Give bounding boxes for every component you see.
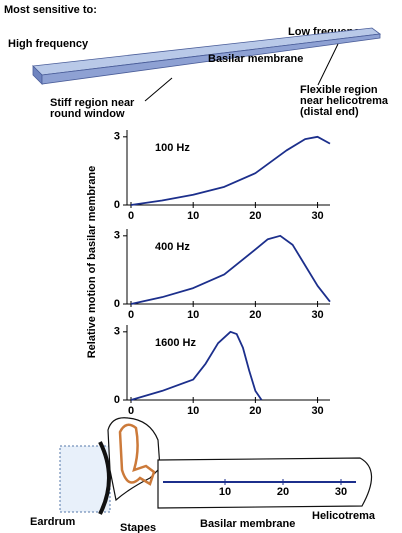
annotation: 100 Hz	[155, 142, 190, 154]
y-tick-label: 0	[114, 298, 120, 310]
title: Most sensitive to:	[4, 4, 97, 16]
cochlea	[60, 418, 372, 514]
outer-ear	[60, 446, 110, 512]
y-tick-label: 3	[114, 131, 120, 143]
stapes-label: Stapes	[120, 522, 156, 533]
x-tick-label: 30	[311, 405, 323, 417]
y-tick-label: 3	[114, 326, 120, 338]
annotation: 1600 Hz	[155, 337, 196, 349]
pointer	[318, 44, 338, 85]
x-tick-label: 20	[249, 405, 261, 417]
y-tick-label: 0	[114, 394, 120, 406]
eardrum-label: Eardrum	[30, 516, 75, 528]
membrane-name: Basilar membrane	[208, 53, 303, 65]
scale-label: 10	[219, 486, 231, 498]
membrane-label: Basilar membrane	[200, 518, 295, 530]
stiff-note: round window	[50, 108, 125, 120]
x-tick-label: 10	[187, 405, 199, 417]
left-label: High frequency	[8, 38, 89, 50]
figure: Most sensitive to: High frequency Low fr…	[0, 0, 402, 533]
x-tick-label: 30	[311, 309, 323, 321]
x-tick-label: 0	[128, 309, 134, 321]
scale-label: 20	[277, 486, 289, 498]
data-line	[131, 332, 262, 400]
middle-ear	[108, 418, 160, 500]
x-tick-label: 0	[128, 405, 134, 417]
y-tick-label: 3	[114, 230, 120, 242]
x-tick-label: 30	[311, 210, 323, 222]
x-tick-label: 20	[249, 309, 261, 321]
scale-label: 30	[335, 486, 347, 498]
annotation: 400 Hz	[155, 241, 190, 253]
x-tick-label: 20	[249, 210, 261, 222]
y-tick-label: 0	[114, 199, 120, 211]
helicotrema-label: Helicotrema	[312, 510, 376, 522]
membrane-top	[33, 28, 380, 75]
x-tick-label: 0	[128, 210, 134, 222]
y-axis-label: Relative motion of basilar membrane	[86, 166, 98, 359]
flexible-note: (distal end)	[300, 106, 359, 118]
pointer	[145, 78, 172, 101]
x-tick-label: 10	[187, 210, 199, 222]
x-tick-label: 10	[187, 309, 199, 321]
